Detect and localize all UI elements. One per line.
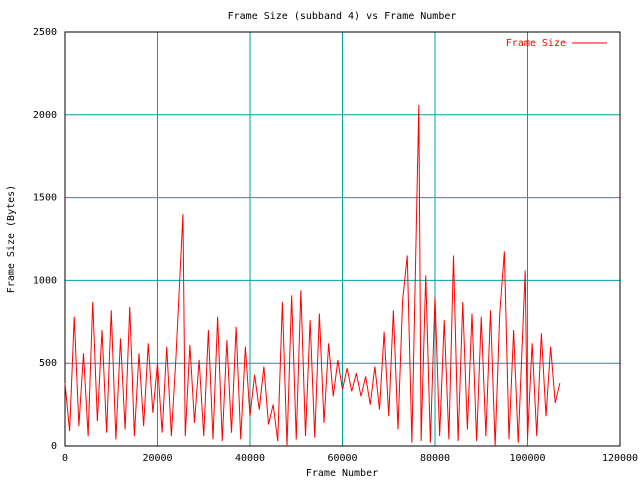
y-tick-label: 1000 <box>33 275 57 286</box>
x-tick-label: 60000 <box>327 453 357 464</box>
chart-title: Frame Size (subband 4) vs Frame Number <box>228 11 457 22</box>
x-tick-label: 80000 <box>420 453 450 464</box>
x-axis-label: Frame Number <box>306 468 378 479</box>
data-line <box>64 104 561 447</box>
x-tick-label: 0 <box>62 453 68 464</box>
legend-label: Frame Size <box>506 38 566 49</box>
y-tick-label: 0 <box>51 441 57 452</box>
x-tick-label: 20000 <box>142 453 172 464</box>
y-tick-label: 2000 <box>33 110 57 121</box>
x-tick-label: 40000 <box>235 453 265 464</box>
y-tick-label: 2500 <box>33 27 57 38</box>
y-axis-label: Frame Size (Bytes) <box>6 185 17 293</box>
plot-frame <box>64 31 621 447</box>
x-tick-label: 100000 <box>509 453 545 464</box>
x-tick-label: 120000 <box>602 453 638 464</box>
y-tick-label: 500 <box>39 358 57 369</box>
y-tick-label: 1500 <box>33 193 57 204</box>
